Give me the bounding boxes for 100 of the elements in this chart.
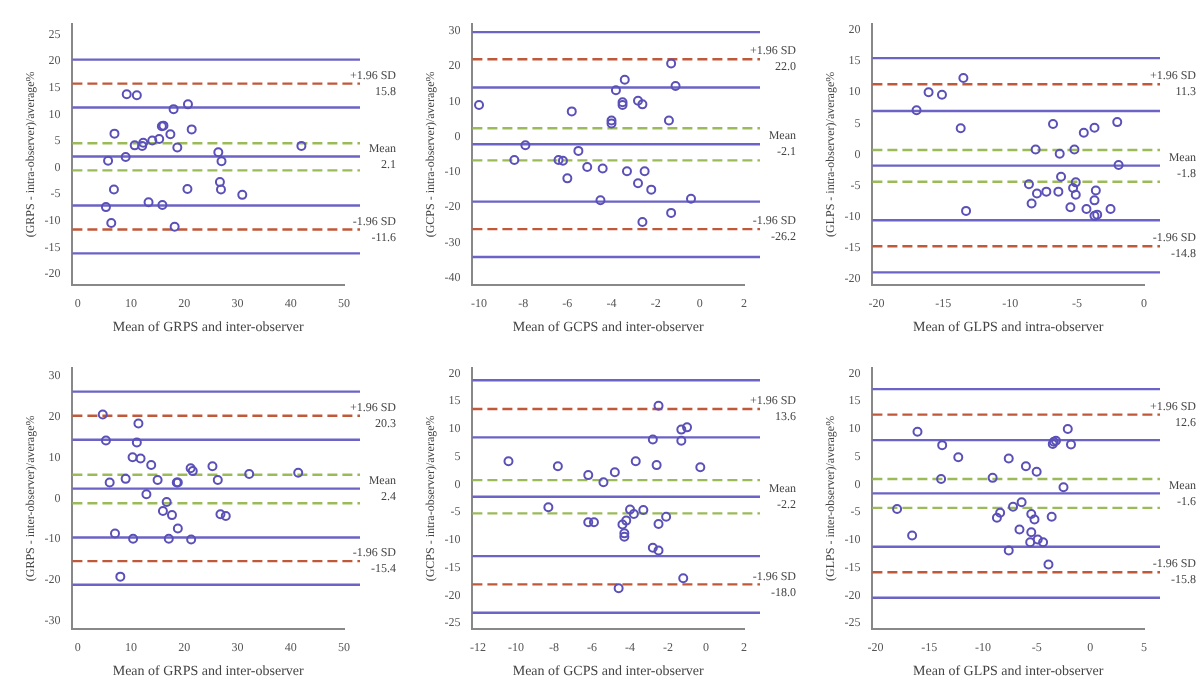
point [135,452,146,463]
point [583,469,594,480]
point [987,471,998,482]
point [588,516,599,527]
point [1026,526,1037,537]
point [621,166,632,177]
point [1089,122,1100,133]
point [1070,189,1081,200]
point [953,451,964,462]
point [503,455,514,466]
point [1066,438,1076,449]
point [613,582,624,593]
point [961,205,972,216]
point [653,399,664,410]
point [237,189,248,200]
point [1105,204,1116,215]
point [598,476,609,487]
point [1014,523,1025,534]
point [100,202,111,213]
point [911,105,922,116]
point [1041,186,1052,197]
point [1089,195,1100,206]
point [912,425,923,436]
point [630,455,641,466]
point [686,193,696,204]
point [1031,188,1042,199]
point [103,155,114,166]
point [121,89,132,100]
point [1032,533,1043,544]
point [172,142,183,153]
point [583,516,594,527]
point [639,166,650,177]
point [108,184,119,195]
point [562,173,573,184]
point [633,95,644,106]
point [520,140,531,151]
point [958,73,969,84]
point [166,509,177,520]
point [955,123,966,134]
point [557,155,568,166]
point [213,147,224,158]
point [143,197,154,208]
point [597,163,608,174]
point [937,439,948,450]
point [1016,496,1027,507]
point [661,510,672,521]
point [907,529,918,540]
point [161,496,172,507]
point [104,476,115,487]
point [1056,171,1067,182]
point [1070,177,1081,188]
point [552,460,563,471]
point [1003,452,1014,463]
point [509,155,520,166]
point [172,522,183,533]
point [653,544,664,555]
point [1030,144,1041,155]
point [647,541,658,552]
point [1081,204,1092,215]
point [1029,513,1040,524]
point [1058,481,1069,492]
point [1020,460,1031,471]
point [695,461,706,472]
point [609,466,620,477]
point [131,90,142,101]
point [1038,536,1049,547]
point [670,81,681,92]
point [165,129,176,140]
point [296,140,307,151]
point [625,503,636,514]
point [293,466,304,477]
point [1062,423,1073,434]
point [666,58,677,69]
point [1053,186,1064,197]
point [141,488,152,499]
point [1026,198,1037,209]
point [147,135,158,146]
point [1065,202,1076,213]
point [120,472,131,483]
point [131,436,142,447]
point [666,207,677,218]
point [157,199,168,210]
point [676,423,687,434]
point [1048,118,1059,129]
point [1078,127,1089,138]
point [169,221,180,232]
point [543,501,554,512]
point [633,178,644,189]
point [182,184,193,194]
point [212,474,223,485]
point [1043,558,1054,569]
point [1046,510,1057,521]
point [129,140,140,151]
point [216,156,227,167]
point [1090,185,1101,196]
point [109,128,120,139]
point [474,100,485,111]
point [573,145,584,156]
point [646,184,657,195]
point [163,532,174,543]
